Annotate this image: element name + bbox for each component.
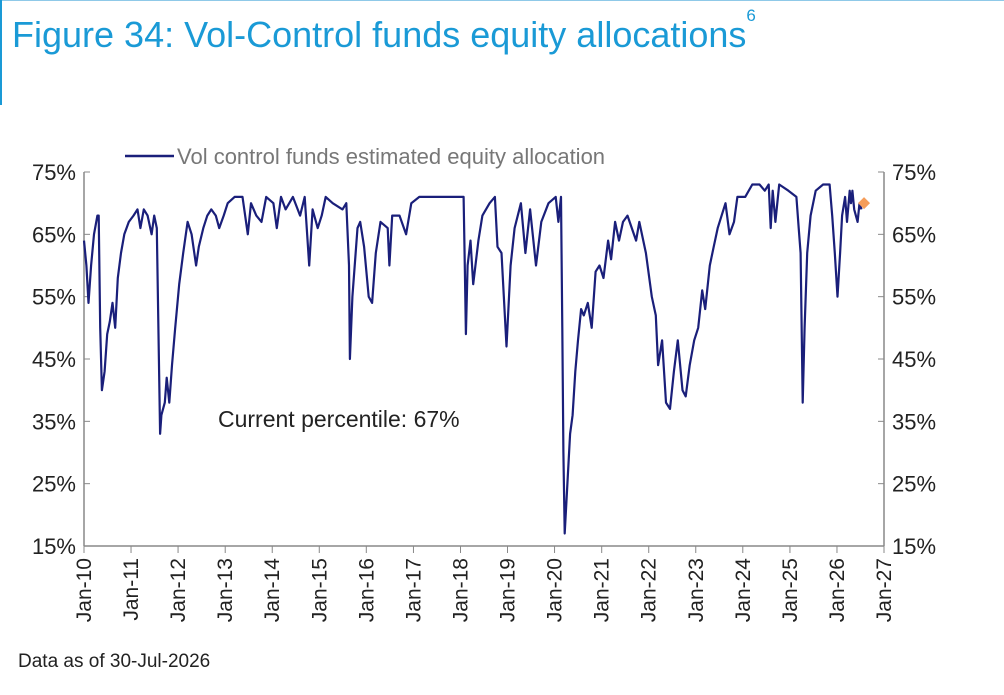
x-tick-label: Jan-17: [402, 558, 425, 622]
line-chart: 15% 15% 25% 25% 35% 35% 45% 45% 55% 55% 65% 65% 75% 7…: [32, 144, 936, 622]
x-tick-label: Jan-20: [544, 558, 567, 622]
current-percentile-annotation: Current percentile: 67%: [218, 406, 460, 432]
figure-title: Figure 34: Vol-Control funds equity allo…: [12, 6, 756, 56]
y-tick-label-left: 25%: [32, 472, 76, 497]
y-tick-label-right: 15%: [892, 534, 936, 559]
x-tick-label: Jan-25: [779, 558, 802, 622]
x-tick-label: Jan-27: [873, 558, 896, 622]
title-left-rule: [0, 0, 2, 105]
x-tick-label: Jan-15: [308, 558, 331, 622]
y-tick-label-right: 45%: [892, 347, 936, 372]
x-tick-label: Jan-21: [591, 558, 614, 622]
y-tick-label-right: 75%: [892, 160, 936, 185]
x-tick-label: Jan-18: [449, 558, 472, 622]
figure-title-text: Figure 34: Vol-Control funds equity allo…: [12, 14, 747, 55]
x-tick-label: Jan-19: [497, 558, 520, 622]
y-tick-label-left: 55%: [32, 285, 76, 310]
y-tick-label-left: 65%: [32, 222, 76, 247]
x-tick-label: Jan-26: [826, 558, 849, 622]
x-tick-label: Jan-12: [167, 558, 190, 622]
title-footnote-marker: 6: [746, 6, 756, 25]
chart-series: [82, 183, 871, 535]
x-tick-label: Jan-13: [214, 558, 237, 622]
title-top-rule: [0, 0, 1004, 1]
x-tick-label: Jan-24: [732, 558, 755, 623]
y-tick-label-left: 15%: [32, 534, 76, 559]
x-tick-label: Jan-22: [638, 558, 661, 622]
y-tick-label-right: 25%: [892, 472, 936, 497]
y-tick-label-left: 45%: [32, 347, 76, 372]
y-tick-label-left: 75%: [32, 160, 76, 185]
x-tick-label: Jan-23: [685, 558, 708, 622]
legend-label: Vol control funds estimated equity alloc…: [177, 144, 605, 169]
x-tick-label: Jan-10: [73, 558, 96, 622]
title-bar: Figure 34: Vol-Control funds equity allo…: [0, 0, 1004, 110]
y-tick-label-right: 65%: [892, 222, 936, 247]
x-tick-label: Jan-16: [355, 558, 378, 622]
y-tick-label-right: 35%: [892, 409, 936, 434]
y-tick-label-right: 55%: [892, 285, 936, 310]
x-tick-label: Jan-11: [120, 558, 143, 621]
y-tick-label-left: 35%: [32, 409, 76, 434]
x-tick-label: Jan-14: [261, 558, 284, 623]
chart-ticks: 15% 15% 25% 25% 35% 35% 45% 45% 55% 55% 65% 65% 75% 7…: [32, 160, 936, 622]
data-as-of-footnote: Data as of 30-Jul-2026: [18, 651, 211, 672]
chart-legend: Vol control funds estimated equity alloc…: [125, 144, 605, 169]
series-line: [82, 183, 863, 535]
current-value-marker: [858, 197, 871, 210]
